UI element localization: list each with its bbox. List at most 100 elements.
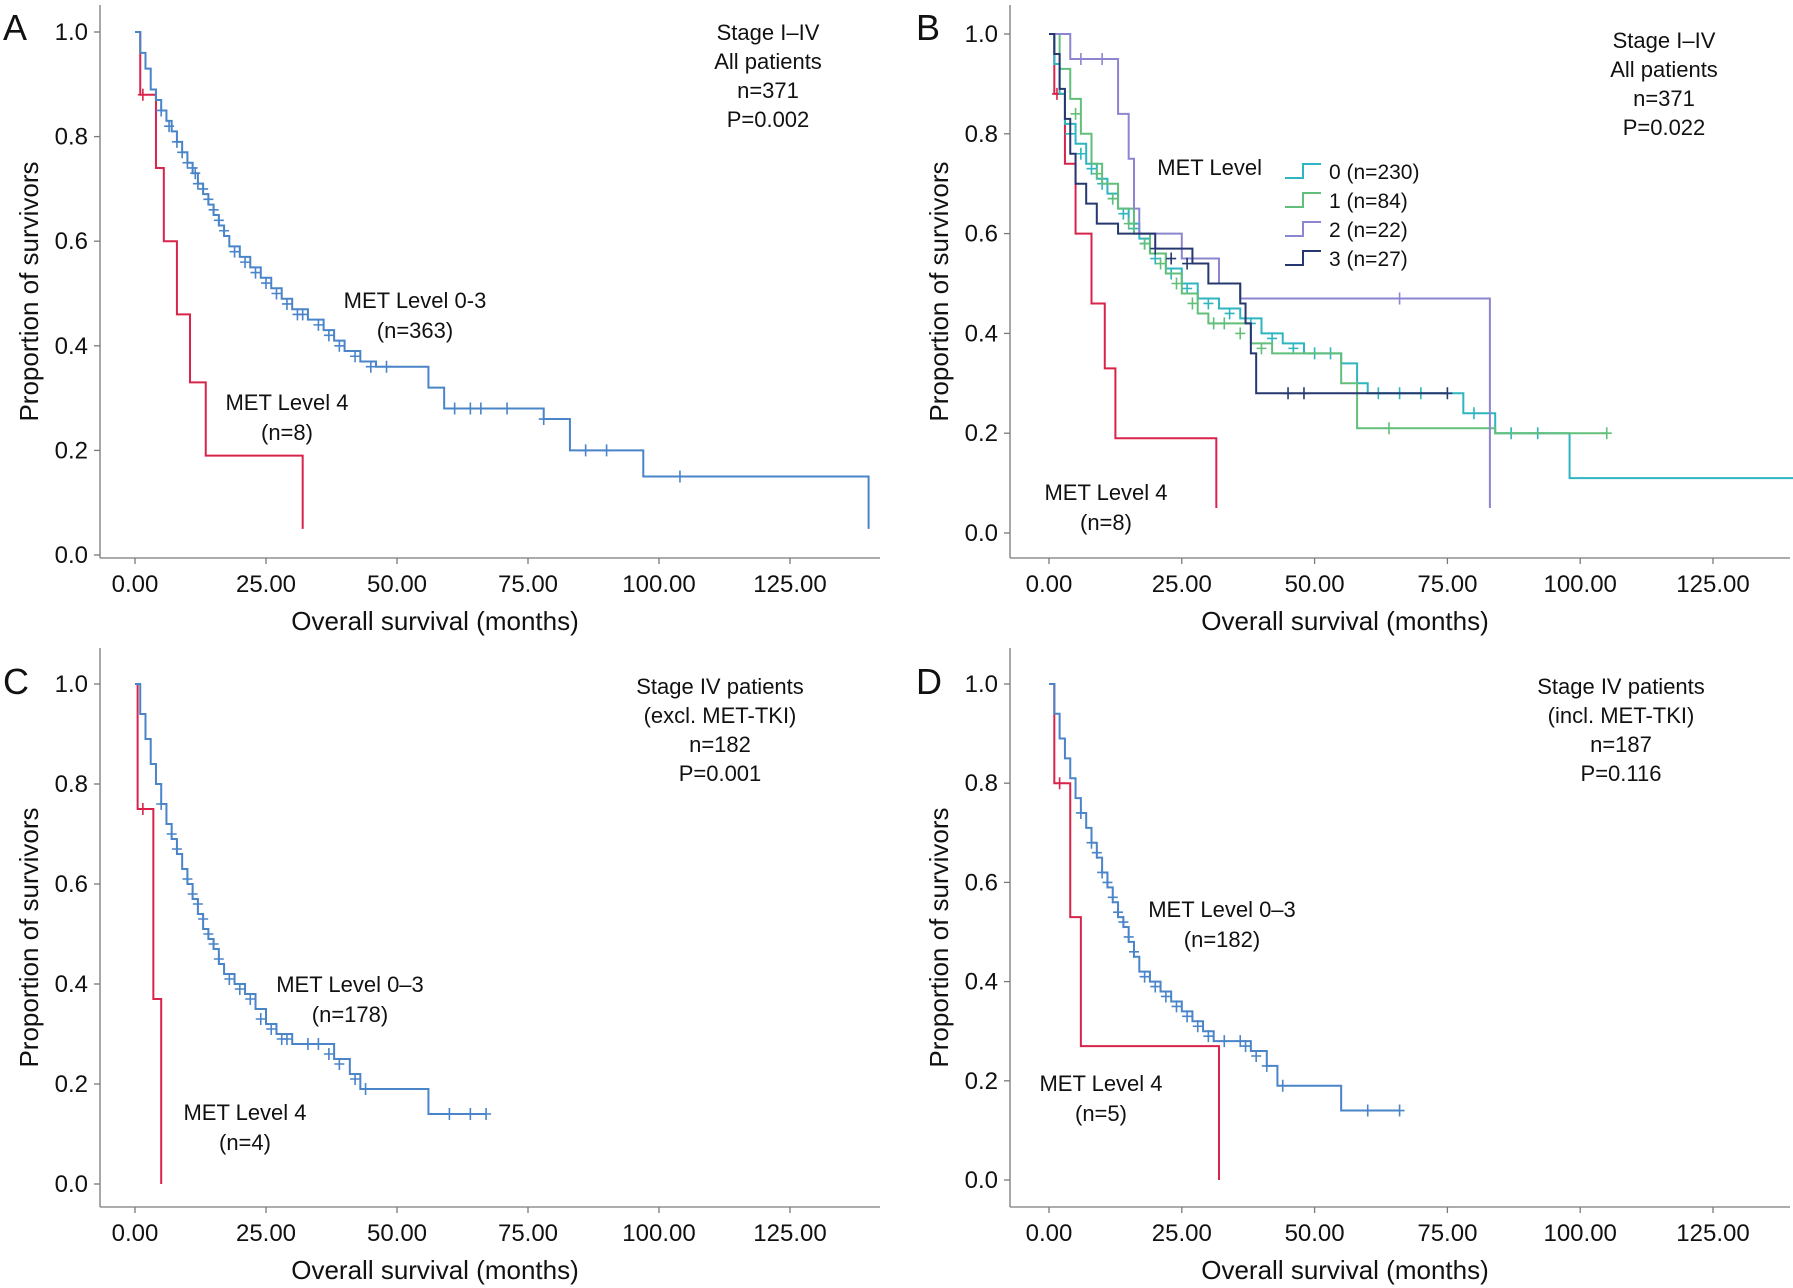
censor-mark-met03 bbox=[350, 350, 361, 363]
censor-mark-met03 bbox=[1097, 866, 1108, 879]
censor-mark-met03 bbox=[192, 177, 203, 190]
censor-mark-met03 bbox=[334, 339, 345, 352]
censor-mark-level3 bbox=[1283, 387, 1294, 400]
censor-mark-level1 bbox=[1235, 327, 1246, 340]
censor-mark-met03 bbox=[1192, 1020, 1203, 1033]
y-tick-label: 0.0 bbox=[965, 520, 998, 547]
x-axis-label: Overall survival (months) bbox=[291, 606, 579, 636]
censor-mark-met03 bbox=[302, 1038, 313, 1050]
stats-annotation-line: (excl. MET-TKI) bbox=[644, 703, 797, 728]
x-tick-label: 50.00 bbox=[1285, 571, 1345, 598]
curve-label-met03: (n=182) bbox=[1184, 927, 1260, 952]
censor-mark-met03 bbox=[250, 266, 261, 279]
y-axis-label: Proportion of survivors bbox=[14, 161, 44, 421]
censor-mark-level1 bbox=[1601, 427, 1612, 440]
censor-mark-met03 bbox=[245, 993, 256, 1005]
y-tick-label: 0.0 bbox=[55, 1171, 88, 1198]
stats-annotation-line: P=0.022 bbox=[1623, 115, 1706, 140]
censor-mark-level3 bbox=[1150, 242, 1161, 255]
censor-mark-met03 bbox=[198, 182, 209, 195]
y-tick-label: 0.4 bbox=[55, 971, 88, 998]
censor-mark-met03 bbox=[261, 277, 271, 290]
censor-mark-met03 bbox=[1075, 806, 1086, 819]
censor-mark-level2 bbox=[1394, 292, 1405, 305]
x-tick-label: 50.00 bbox=[367, 571, 427, 598]
censor-mark-met03 bbox=[1160, 990, 1171, 1003]
censor-mark-met03 bbox=[213, 953, 224, 965]
censor-mark-met03 bbox=[481, 1108, 492, 1120]
censor-mark-met03 bbox=[323, 1048, 334, 1060]
censor-mark-met03 bbox=[187, 161, 198, 174]
stats-annotation-line: All patients bbox=[1610, 57, 1718, 82]
censor-mark-met03 bbox=[208, 203, 219, 216]
curve-label-met4: (n=8) bbox=[261, 420, 313, 445]
legend-swatch-level3 bbox=[1285, 250, 1321, 266]
censor-mark-met03 bbox=[208, 938, 219, 950]
y-axis-label: Proportion of survivors bbox=[924, 161, 954, 421]
stats-annotation-line: Stage IV patients bbox=[1537, 674, 1705, 699]
curve-label-met03: (n=178) bbox=[312, 1002, 388, 1027]
censor-mark-met03 bbox=[229, 245, 240, 258]
censor-mark-met03 bbox=[213, 214, 224, 227]
censor-mark-met03 bbox=[182, 156, 193, 169]
x-tick-label: 25.00 bbox=[1152, 571, 1212, 598]
censor-mark-met03 bbox=[1203, 1030, 1214, 1043]
x-tick-label: 125.00 bbox=[1676, 571, 1749, 598]
censor-mark-met03 bbox=[1086, 836, 1097, 849]
y-tick-label: 0.8 bbox=[965, 121, 998, 148]
censor-mark-level1 bbox=[1091, 167, 1102, 180]
y-tick-label: 0.0 bbox=[965, 1167, 998, 1194]
x-tick-label: 100.00 bbox=[1543, 1220, 1616, 1247]
censor-mark-met03 bbox=[475, 402, 486, 415]
survival-curve-met4 bbox=[135, 31, 304, 529]
legend-label-level1: 1 (n=84) bbox=[1329, 190, 1408, 213]
censor-mark-met03 bbox=[190, 167, 201, 180]
censor-mark-met03 bbox=[1118, 916, 1129, 929]
censor-mark-met03 bbox=[674, 470, 685, 483]
x-tick-label: 50.00 bbox=[367, 1220, 427, 1247]
panel-c: C 0.0 0.2 0.4 0.6 0.8 1.0 0.00 25.00 50.00 75.00 10… bbox=[3, 648, 880, 1285]
censor-mark-met03 bbox=[465, 402, 476, 415]
censor-mark-met03 bbox=[350, 1073, 361, 1085]
y-tick-label: 0.8 bbox=[55, 124, 88, 151]
curve-label-met03: (n=363) bbox=[377, 318, 453, 343]
censor-mark-level2 bbox=[1097, 52, 1108, 65]
y-tick-label: 0.0 bbox=[55, 542, 88, 569]
censor-mark-level3 bbox=[1442, 387, 1453, 400]
censor-mark-met03 bbox=[203, 928, 214, 940]
censor-mark-met03 bbox=[1235, 1035, 1246, 1048]
censor-mark-level0 bbox=[1203, 297, 1214, 310]
censor-mark-met03 bbox=[334, 1058, 345, 1070]
survival-curve-level1 bbox=[1049, 33, 1607, 435]
x-tick-label: 50.00 bbox=[1285, 1220, 1345, 1247]
y-tick-label: 0.6 bbox=[55, 871, 88, 898]
censor-mark-met03 bbox=[1182, 1010, 1193, 1023]
censor-mark-met03 bbox=[266, 1023, 277, 1035]
x-tick-label: 75.00 bbox=[498, 571, 558, 598]
x-axis-label: Overall survival (months) bbox=[291, 1255, 579, 1285]
x-axis-label: Overall survival (months) bbox=[1201, 606, 1489, 636]
y-tick-label: 1.0 bbox=[55, 19, 88, 46]
censor-mark-met03 bbox=[166, 828, 177, 840]
censor-mark-met03 bbox=[323, 329, 334, 342]
censor-mark-level1 bbox=[1208, 317, 1219, 330]
censor-mark-met03 bbox=[171, 135, 182, 148]
y-tick-label: 0.2 bbox=[965, 1068, 998, 1095]
censor-mark-met03 bbox=[297, 308, 308, 321]
legend-label-level0: 0 (n=230) bbox=[1329, 161, 1419, 184]
censor-mark-met03 bbox=[224, 973, 235, 985]
y-tick-label: 1.0 bbox=[965, 671, 998, 698]
y-tick-label: 0.4 bbox=[55, 333, 88, 360]
censor-mark-met03 bbox=[1277, 1079, 1288, 1092]
panel-letter: A bbox=[3, 7, 27, 48]
censor-mark-met03 bbox=[171, 843, 182, 855]
censor-mark-met03 bbox=[281, 297, 292, 310]
censor-mark-met03 bbox=[1102, 876, 1113, 889]
censor-mark-met03 bbox=[1107, 891, 1118, 904]
legend-swatch-level1 bbox=[1285, 192, 1321, 208]
censor-mark-met03 bbox=[1150, 980, 1161, 993]
censor-mark-met03 bbox=[182, 873, 193, 885]
censor-mark-level1 bbox=[1070, 107, 1081, 120]
y-axis-label: Proportion of survivors bbox=[924, 807, 954, 1067]
censor-mark-met03 bbox=[502, 402, 513, 415]
